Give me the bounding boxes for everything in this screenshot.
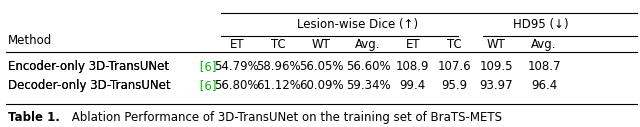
Text: [6]: [6] [196, 60, 216, 73]
Text: Avg.: Avg. [531, 38, 557, 51]
Text: WT: WT [486, 38, 506, 51]
Text: 96.4: 96.4 [531, 79, 557, 92]
Text: 107.6: 107.6 [438, 60, 471, 73]
Text: TC: TC [447, 38, 462, 51]
Text: 59.34%: 59.34% [346, 79, 390, 92]
Text: HD95 (↓): HD95 (↓) [513, 18, 568, 31]
Text: 108.7: 108.7 [527, 60, 561, 73]
Text: WT: WT [312, 38, 331, 51]
Text: ET: ET [406, 38, 420, 51]
Text: 56.05%: 56.05% [299, 60, 344, 73]
Text: 58.96%: 58.96% [256, 60, 301, 73]
Text: Decoder-only 3D-TransUNet: Decoder-only 3D-TransUNet [8, 79, 170, 92]
Text: 93.97: 93.97 [479, 79, 513, 92]
Text: Table 1.: Table 1. [8, 111, 60, 124]
Text: Encoder-only 3D-TransUNet: Encoder-only 3D-TransUNet [8, 60, 169, 73]
Text: 109.5: 109.5 [479, 60, 513, 73]
Text: [6]: [6] [196, 79, 216, 92]
Text: 108.9: 108.9 [396, 60, 429, 73]
Text: Method: Method [8, 34, 52, 47]
Text: Avg.: Avg. [355, 38, 381, 51]
Text: Encoder-only 3D-TransUNet: Encoder-only 3D-TransUNet [8, 60, 169, 73]
Text: 99.4: 99.4 [399, 79, 426, 92]
Text: TC: TC [271, 38, 286, 51]
Text: 56.60%: 56.60% [346, 60, 390, 73]
Text: 56.80%: 56.80% [214, 79, 259, 92]
Text: Decoder-only 3D-TransUNet: Decoder-only 3D-TransUNet [8, 79, 170, 92]
Text: Lesion-wise Dice (↑): Lesion-wise Dice (↑) [296, 18, 418, 31]
Text: 54.79%: 54.79% [214, 60, 259, 73]
Text: 60.09%: 60.09% [299, 79, 344, 92]
Text: 95.9: 95.9 [442, 79, 467, 92]
Text: Ablation Performance of 3D-TransUNet on the training set of BraTS-METS: Ablation Performance of 3D-TransUNet on … [68, 111, 502, 124]
Text: ET: ET [230, 38, 244, 51]
Text: 61.12%: 61.12% [256, 79, 301, 92]
